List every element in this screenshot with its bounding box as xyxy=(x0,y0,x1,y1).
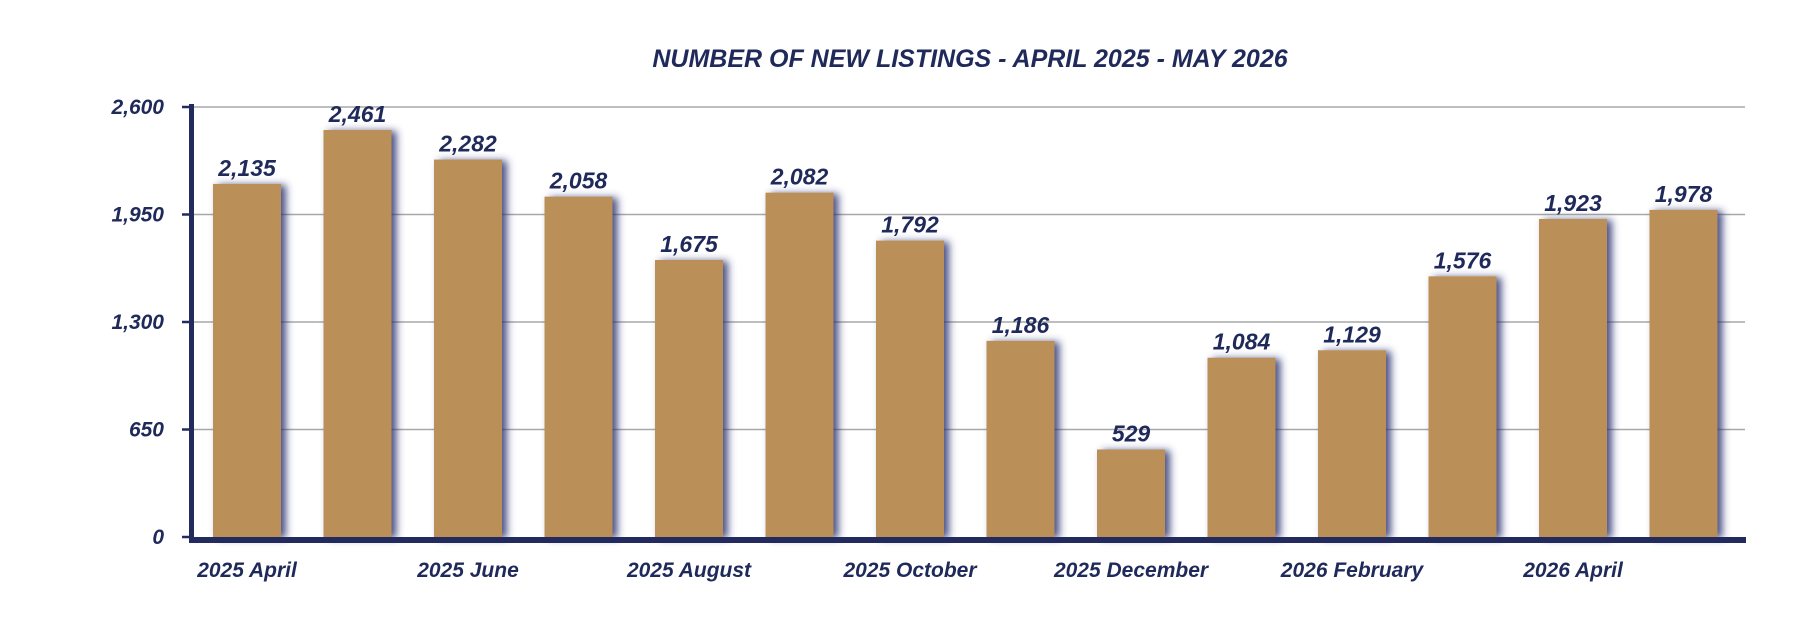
data-label: 1,186 xyxy=(992,312,1050,338)
y-tick-label: 650 xyxy=(129,419,164,442)
x-tick-label: 2025 December xyxy=(1053,559,1210,582)
x-tick-label: 2026 February xyxy=(1280,559,1425,582)
chart-title: NUMBER OF NEW LISTINGS - APRIL 2025 - MA… xyxy=(652,45,1288,73)
x-tick-label: 2025 October xyxy=(842,559,978,582)
bar xyxy=(213,183,281,537)
data-label: 1,129 xyxy=(1323,321,1381,347)
data-label: 2,461 xyxy=(328,101,387,127)
y-axis-line xyxy=(189,104,194,541)
data-labels: 2,135 2,461 2,282 2,058 1,675 2,082 1,792 1,186… xyxy=(217,101,1712,447)
x-tick-label: 2025 August xyxy=(626,559,752,582)
data-label: 1,675 xyxy=(660,231,719,257)
x-axis-ticks: 2025 April 2025 June 2025 August 2025 Octob… xyxy=(196,559,1624,582)
bar xyxy=(655,259,723,537)
bar xyxy=(1318,350,1386,537)
y-axis-ticks: 0 650 1,300 1,950 2,600 xyxy=(110,96,194,549)
data-label: 2,082 xyxy=(770,164,829,190)
bar xyxy=(986,340,1055,537)
bar xyxy=(323,129,392,537)
bar xyxy=(1428,276,1497,537)
x-tick-label: 2026 April xyxy=(1522,559,1624,582)
data-label: 2,135 xyxy=(217,155,277,181)
bar xyxy=(1097,449,1165,537)
data-label: 1,084 xyxy=(1213,329,1271,355)
data-label: 1,978 xyxy=(1655,181,1713,207)
bar xyxy=(1207,357,1276,537)
y-tick-label: 0 xyxy=(152,526,164,549)
bar xyxy=(876,240,944,537)
bar xyxy=(1539,218,1607,537)
bar xyxy=(544,196,613,537)
data-label: 1,792 xyxy=(881,212,939,238)
bar xyxy=(434,159,502,538)
data-label: 1,576 xyxy=(1434,247,1492,273)
y-tick-label: 2,600 xyxy=(110,96,164,119)
bars xyxy=(213,129,1718,538)
gridlines xyxy=(194,106,1745,431)
data-label: 1,923 xyxy=(1544,190,1602,216)
data-label: 529 xyxy=(1112,421,1151,447)
data-label: 2,058 xyxy=(549,168,608,194)
data-label: 2,282 xyxy=(438,131,497,157)
x-tick-label: 2025 April xyxy=(196,559,298,582)
x-axis-line xyxy=(189,537,1746,543)
bar xyxy=(765,192,834,537)
bar xyxy=(1649,209,1718,537)
y-tick-label: 1,300 xyxy=(111,311,164,334)
x-tick-label: 2025 June xyxy=(416,559,519,582)
y-tick-label: 1,950 xyxy=(111,204,164,227)
